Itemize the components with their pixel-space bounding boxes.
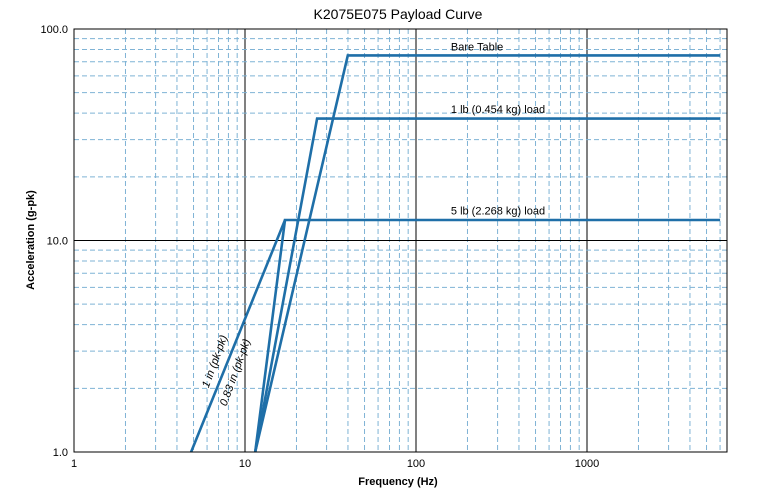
series-label: 5 lb (2.268 kg) load: [451, 205, 545, 217]
y-axis-label: Acceleration (g-pk): [25, 190, 37, 290]
series-line: [189, 219, 287, 453]
annotation-group: Bare Table 1 lb (0.454 kg) load 5 lb (2.26…: [200, 42, 545, 408]
x-axis-label: Frequency (Hz): [358, 476, 438, 488]
y-tick-label: 100.0: [40, 24, 68, 36]
x-tick-label: 10: [239, 458, 251, 470]
tick-labels: 1 10 100 1000 1.0 10.0 100.0: [40, 24, 599, 470]
series-line: [253, 218, 721, 453]
series-line: [253, 117, 721, 453]
chart-title: K2075E075 Payload Curve: [314, 6, 483, 22]
series-group: [189, 54, 721, 453]
x-tick-label: 1000: [575, 458, 599, 470]
plot-frame: [73, 28, 728, 453]
grid: [74, 29, 727, 452]
series-label: Bare Table: [451, 42, 503, 54]
x-tick-label: 100: [407, 458, 425, 470]
series-label: 1 lb (0.454 kg) load: [451, 104, 545, 116]
y-tick-label: 1.0: [53, 447, 68, 459]
series-line: [253, 54, 721, 453]
y-tick-label: 10.0: [47, 236, 68, 248]
x-tick-label: 1: [71, 458, 77, 470]
